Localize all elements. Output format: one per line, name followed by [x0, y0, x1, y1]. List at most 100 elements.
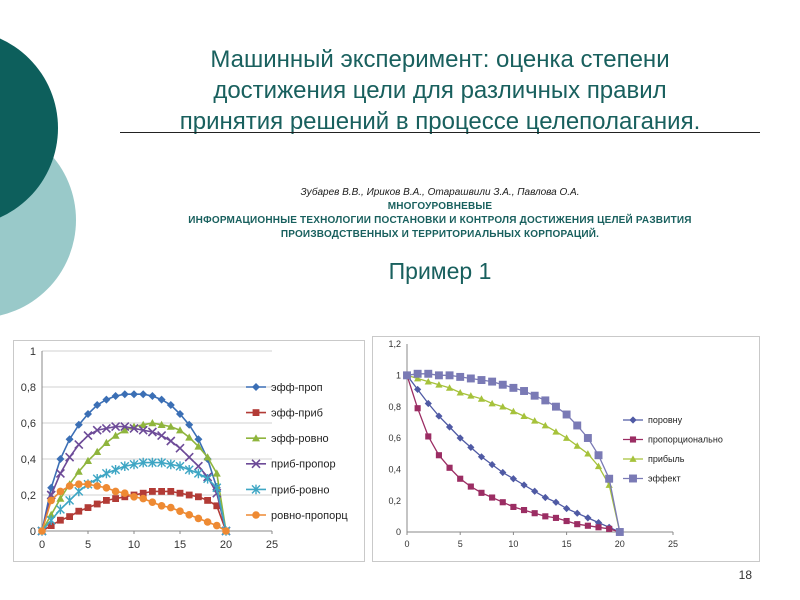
data-point: [414, 374, 422, 382]
x-tick-label: 15: [174, 539, 186, 551]
data-point: [520, 481, 528, 489]
data-point: [531, 510, 538, 517]
x-tick-label: 0: [39, 539, 45, 551]
slide-title: Машинный эксперимент: оценка степени дос…: [120, 44, 760, 137]
subtitle-line: ПРОИЗВОДСТВЕННЫХ И ТЕРРИТОРИАЛЬНЫХ КОРПО…: [280, 229, 600, 240]
data-point: [212, 483, 222, 493]
data-point: [510, 503, 517, 510]
example-heading: Пример 1: [388, 258, 492, 284]
y-tick-label: 0: [396, 527, 401, 537]
data-point: [167, 488, 175, 495]
legend-label: эффект: [648, 474, 681, 484]
data-point: [456, 372, 465, 381]
data-point: [574, 521, 581, 528]
data-point: [157, 431, 167, 441]
data-point: [139, 390, 148, 399]
data-point: [403, 371, 411, 380]
data-point: [149, 488, 156, 495]
data-point: [520, 507, 528, 514]
legend-entry: эффект: [623, 474, 681, 484]
data-point: [562, 410, 571, 419]
data-point: [111, 422, 121, 432]
data-point: [530, 391, 539, 400]
data-point: [531, 417, 539, 424]
title-line: Машинный эксперимент: оценка степени: [210, 46, 670, 73]
data-point: [552, 514, 560, 521]
data-point: [38, 527, 46, 535]
data-point: [185, 511, 193, 519]
legend-label: приб-ровно: [271, 484, 329, 496]
chart-left: 0 0,2 0,4 0,6 0,8 1 0 5 10 15 20 25 эфф-проп эфф-приб…: [13, 340, 365, 562]
data-point: [130, 493, 138, 501]
data-point: [605, 474, 614, 483]
data-point: [130, 390, 138, 399]
chart-left-svg: 00,20,40,60,810 5 10 15 20 25эфф-пропэфф-приб…: [21, 346, 349, 551]
data-point: [84, 504, 92, 511]
legend-entry: эфф-проп: [246, 382, 323, 394]
data-point: [584, 522, 591, 529]
data-point: [57, 516, 64, 524]
data-point: [129, 459, 139, 470]
data-point: [166, 401, 175, 409]
data-point: [520, 412, 528, 419]
y-tick-label: 0: [30, 526, 36, 538]
data-point: [148, 392, 157, 400]
y-tick-label: 0,6: [21, 418, 36, 430]
data-point: [477, 376, 486, 384]
legend-entry: прибыль: [623, 454, 685, 464]
data-point: [193, 468, 203, 479]
data-point: [193, 461, 203, 471]
data-point: [203, 453, 212, 461]
data-point: [74, 420, 83, 429]
data-point: [584, 514, 592, 522]
y-tick-label: 0,2: [388, 496, 401, 506]
data-point: [93, 500, 101, 508]
legend-entry: приб-пропор: [246, 459, 336, 471]
data-point: [498, 380, 507, 389]
legend-label: ровно-пропорц: [271, 510, 348, 522]
data-point: [47, 510, 56, 518]
data-point: [65, 452, 75, 462]
data-point: [563, 434, 571, 441]
legend-label: приб-пропор: [271, 459, 336, 471]
data-point: [120, 422, 130, 432]
data-point: [204, 497, 211, 504]
data-point: [203, 474, 213, 484]
data-point: [563, 504, 571, 513]
data-point: [488, 461, 496, 469]
data-point: [194, 442, 203, 450]
data-point: [194, 435, 203, 444]
data-point: [435, 452, 442, 459]
data-point: [46, 515, 56, 525]
data-point: [111, 392, 120, 400]
data-point: [139, 489, 147, 497]
data-point: [552, 498, 560, 506]
data-point: [195, 493, 202, 501]
data-point: [176, 489, 184, 497]
data-point: [509, 407, 517, 415]
data-point: [75, 480, 83, 488]
y-tick-label: 0,4: [388, 464, 401, 474]
data-point: [111, 431, 120, 439]
data-point: [184, 452, 194, 462]
data-point: [583, 434, 592, 442]
y-tick-label: 0,2: [21, 490, 36, 502]
authors-line: Зубарев В.В., Ириков В.А., Отарашвили З.…: [300, 187, 580, 198]
data-point: [121, 489, 129, 497]
data-point: [129, 423, 139, 433]
data-point: [489, 494, 496, 501]
x-tick-label: 10: [508, 539, 518, 549]
data-point: [157, 502, 166, 510]
data-point: [166, 436, 176, 446]
x-tick-label: 10: [128, 539, 140, 551]
data-point: [55, 504, 65, 515]
data-point: [84, 480, 92, 488]
data-point: [252, 383, 260, 391]
data-point: [606, 525, 613, 532]
data-point: [185, 420, 194, 429]
legend-label: прибыль: [648, 454, 685, 464]
data-point: [65, 435, 74, 444]
data-point: [213, 521, 221, 530]
data-point: [541, 396, 550, 405]
legend-label: эфф-проп: [271, 382, 323, 394]
